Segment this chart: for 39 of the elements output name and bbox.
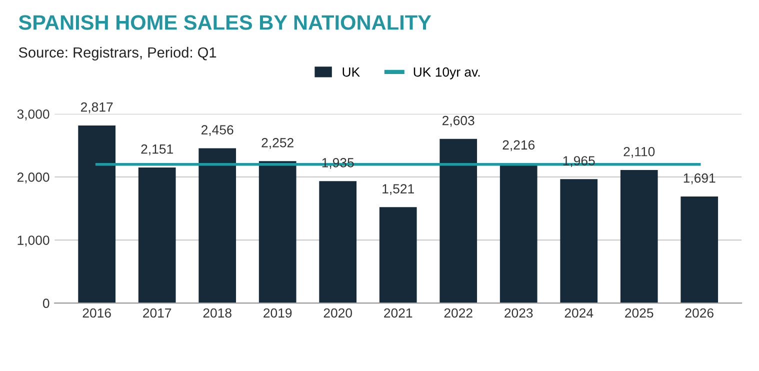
x-tick-label: 2026 [685,308,714,318]
bar [198,148,236,304]
legend-label: UK 10yr av. [414,67,480,80]
bar [620,170,658,304]
data-label: 1,935 [322,158,354,169]
x-tick-label: 2016 [82,308,111,318]
x-tick-label: 2020 [324,308,352,318]
bar [379,207,417,304]
bar [138,167,176,304]
x-tick-label: 2019 [264,308,292,318]
x-tick-label: 2022 [444,308,472,318]
bar [680,196,718,304]
x-tick-label: 2023 [504,308,533,318]
x-tick-label: 2018 [203,308,232,318]
y-tick-label: 2,000 [17,172,50,184]
data-label: 2,817 [80,102,113,114]
data-label: 2,603 [442,116,474,127]
bar [560,179,598,304]
data-label: 2,456 [201,125,234,136]
x-tick-label: 2021 [384,308,412,318]
bar [440,138,478,304]
data-label: 2,216 [502,140,535,152]
chart-title: SPANISH HOME SALES BY NATIONALITY [18,15,432,30]
data-label: 1,691 [684,173,716,184]
data-label: 2,110 [624,146,655,158]
x-tick-label: 2024 [564,308,594,318]
bar [78,125,116,304]
legend-label: UK [342,68,360,77]
x-tick-label: 2025 [625,308,654,318]
bar [319,181,357,304]
y-tick-label: 3,000 [17,109,50,120]
data-label: 1,521 [382,184,414,196]
y-tick-label: 1,000 [18,236,50,247]
y-tick-label: 0 [42,298,50,308]
bar [258,161,296,304]
x-tick-label: 2017 [143,308,172,318]
chart-subtitle: Source: Registrars, Period: Q1 [18,46,216,61]
data-label: 2,151 [141,144,173,156]
data-label: 2,252 [262,138,294,149]
